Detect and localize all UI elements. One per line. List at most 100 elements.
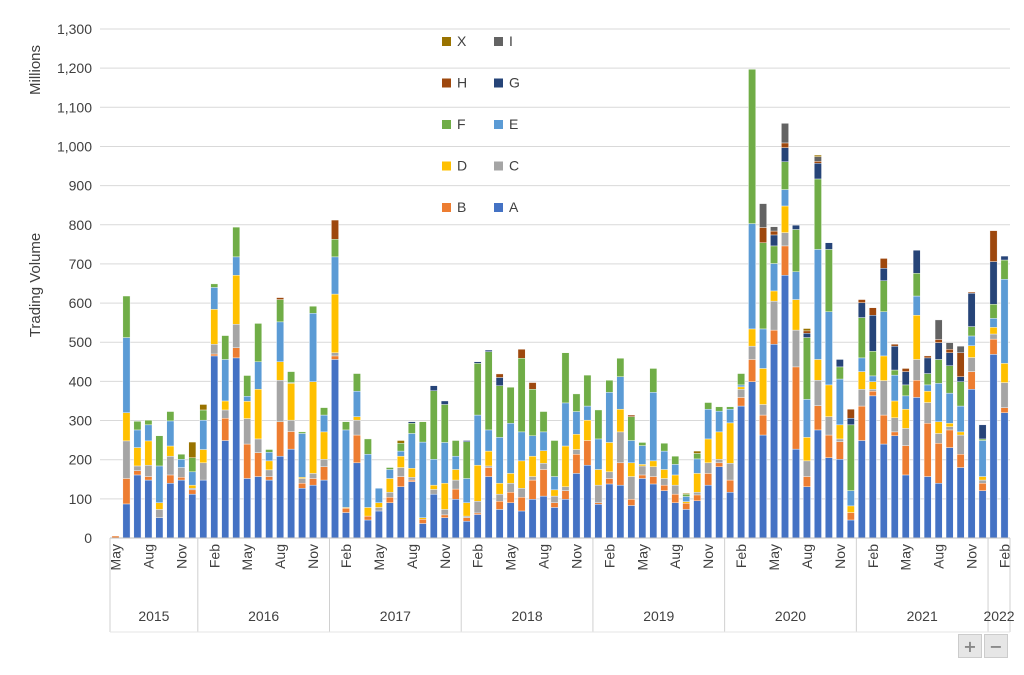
bar-segment-E [803,399,811,438]
bar-segment-H [331,219,339,240]
bar-segment-D [847,505,855,513]
bar-segment-D [627,462,636,477]
bar-segment-F [748,69,756,224]
bar-segment-G [901,371,910,386]
bar-segment-G [858,302,866,318]
bar-segment-F [440,404,449,443]
bar-segment-F [177,454,186,460]
bar-segment-C [353,419,361,436]
bar-segment-F [945,365,954,394]
bar-segment-H [759,227,767,243]
zoom-out-button[interactable]: − [984,634,1008,658]
bar-segment-E [210,287,219,310]
bar-segment-A [781,275,789,539]
bar-segment-C [693,491,701,496]
bar-segment-E [616,376,625,410]
bar-segment-D [397,455,405,468]
bar-segment-C [133,465,142,471]
bar-segment-G [814,163,822,180]
bar-segment-B [550,502,559,508]
bar-segment-C [956,434,965,455]
bar-segment-A [627,505,636,539]
bar-segment-E [254,361,262,390]
bar-segment-E [814,249,822,360]
bar-segment-C [561,486,570,491]
y-tick-label: 700 [69,256,93,272]
bar-segment-G [847,417,855,426]
x-tick-label-month: Feb [470,544,486,568]
y-tick-label: 100 [69,491,93,507]
bar-segment-G [967,293,976,327]
bar-segment-A [792,448,800,539]
x-tick-label-month: May [503,544,519,570]
bar-segment-C [649,466,658,477]
bar-segment-B [210,353,219,357]
bar-segment-F [210,283,219,288]
bar-segment-B [232,347,241,359]
y-axis-title: Trading Volume [27,233,44,338]
bar-segment-G [978,424,987,440]
bar-segment-E [539,431,548,451]
bar-segment-D [638,464,647,467]
bar-segment-H [869,307,877,316]
bar-segment-G [429,385,438,391]
bar-segment-C [221,409,230,419]
bar-segment-C [770,300,778,331]
bar-segment-E [923,384,932,392]
bar-segment-D [583,419,592,441]
bar-segment-A [342,512,350,539]
x-tick-label-month: Nov [700,544,716,569]
bar-segment-G [473,361,482,364]
bar-segment-C [605,471,614,479]
bar-segment-B [353,434,361,464]
bar-segment-E [484,429,493,452]
bar-segment-D [605,442,614,473]
legend-swatch-X [442,37,451,46]
bar-segment-D [825,384,833,417]
bar-segment-D [792,299,800,331]
zoom-in-button[interactable]: + [958,634,982,658]
bar-segment-A [495,509,504,539]
bar-segment-B [748,359,756,382]
bar-segment-E [419,441,427,518]
bar-segment-A [199,479,208,539]
bar-segment-D [912,315,921,360]
bar-segment-E [682,496,691,502]
bar-segment-B [901,445,910,476]
bar-segment-B [419,519,427,524]
bar-segment-D [232,275,241,325]
bar-segment-E [715,410,723,433]
bar-segment-B [836,441,844,460]
bar-segment-C [901,428,910,446]
bar-segment-F [364,438,372,455]
bar-segment-H [528,382,537,390]
bar-segment-C [879,380,888,416]
bar-segment-A [243,478,251,539]
x-year-label: 2021 [907,608,938,624]
bar-segment-D [199,449,208,464]
bar-segment-A [814,429,822,539]
bar-segment-E [408,433,416,469]
bar-segment-G [440,400,449,405]
bar-segment-E [890,374,899,402]
y-tick-label: 600 [69,295,93,311]
bar-segment-D [901,408,910,429]
bar-segment-C [660,478,669,486]
bar-segment-F [199,409,208,421]
bar-segment-D [989,327,998,335]
bar-segment-B [1000,407,1009,413]
bar-segment-B [364,515,372,521]
bar-segment-F [254,323,262,363]
bar-segment-D [440,482,449,510]
bar-segment-B [265,476,273,481]
bar-segment-A [594,504,603,539]
bar-segment-G [1000,255,1009,261]
bar-segment-D [956,431,965,436]
bar-segment-A [934,482,943,539]
bar-segment-E [462,478,471,503]
bar-segment-F [331,239,339,258]
bar-segment-F [781,161,789,190]
bar-segment-I [945,342,954,350]
bar-segment-B [408,479,416,482]
bar-segment-F [473,363,482,416]
